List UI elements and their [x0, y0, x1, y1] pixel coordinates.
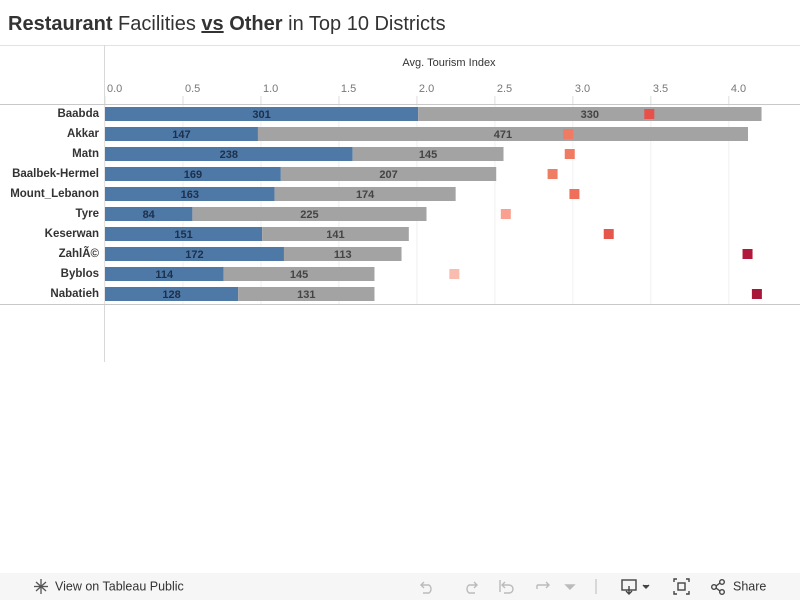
- title-part: Other: [229, 13, 283, 35]
- value-label: 151: [174, 229, 192, 241]
- tourism-index-mark: [569, 189, 580, 199]
- toolbar: [0, 573, 800, 600]
- bar-segment: [105, 107, 419, 121]
- share-icon-links: [715, 582, 721, 592]
- value-label: 113: [334, 249, 352, 261]
- category-label: Mount_Lebanon: [10, 188, 99, 200]
- share-icon-node: [719, 589, 726, 596]
- bar-segment: [105, 267, 224, 281]
- tourism-index-mark: [500, 209, 511, 219]
- value-label: 163: [181, 189, 199, 201]
- undo-icon[interactable]: [420, 581, 432, 594]
- x-tick-label: 2.5: [497, 83, 512, 95]
- bar-segment: [105, 287, 239, 301]
- bar-segment: [280, 167, 497, 181]
- download-arrow: [625, 586, 633, 595]
- marks: 301 330 147 471 238 145 169 207 163 174 84 225 151 14…: [105, 107, 762, 301]
- value-label: 301: [252, 109, 270, 121]
- value-label: 114: [155, 269, 174, 281]
- bar-segment: [105, 127, 258, 141]
- value-label: 330: [581, 109, 599, 121]
- value-label: 131: [297, 289, 315, 301]
- bar-segment: [352, 147, 504, 161]
- value-label: 147: [172, 129, 190, 141]
- tourism-index-mark: [742, 249, 753, 259]
- category-label: Akkar: [67, 128, 99, 140]
- x-axis-title: Avg. Tourism Index: [402, 57, 496, 69]
- value-label: 225: [300, 209, 318, 221]
- x-tick-label: 0.5: [185, 83, 200, 95]
- redo-icon[interactable]: [466, 581, 478, 594]
- x-tick-label: 1.5: [341, 83, 356, 95]
- category-label: Nabatieh: [50, 288, 99, 300]
- title-part: vs: [201, 13, 223, 35]
- tourism-index-mark: [547, 169, 558, 179]
- bar-segment: [257, 127, 749, 141]
- value-label: 172: [185, 249, 203, 261]
- tourism-index-mark: [603, 229, 614, 239]
- bar-segment: [105, 147, 353, 161]
- tourism-index-mark: [449, 269, 460, 279]
- value-label: 471: [494, 129, 512, 141]
- bar-segment: [105, 167, 281, 181]
- value-label: 207: [379, 169, 397, 181]
- category-label: Baalbek-Hermel: [12, 168, 99, 180]
- value-label: 84: [143, 209, 156, 221]
- toolbar-icons: [621, 578, 726, 596]
- category-label: Tyre: [76, 208, 99, 220]
- title-part: Restaurant: [8, 13, 113, 35]
- category-label: Baabda: [57, 108, 99, 120]
- x-tick-label: 1.0: [263, 83, 278, 95]
- value-label: 169: [184, 169, 202, 181]
- value-label: 238: [220, 149, 238, 161]
- tourism-index-mark: [644, 109, 655, 119]
- tourism-index-mark: [751, 289, 762, 299]
- tourism-index-mark: [564, 149, 575, 159]
- x-tick-label: 3.5: [653, 83, 668, 95]
- x-tick-label: 0.0: [107, 83, 122, 95]
- bar-segment: [105, 187, 275, 201]
- x-tick-label: 4.0: [731, 83, 746, 95]
- share-button[interactable]: Share: [733, 579, 766, 593]
- toolbar-icons: [420, 579, 597, 594]
- share-icon-node: [711, 584, 718, 591]
- bar-segment: [105, 227, 263, 241]
- bar-segment: [418, 107, 762, 121]
- category-label: ZahlÃ©: [59, 247, 100, 260]
- value-label: 174: [356, 189, 375, 201]
- refresh-icon[interactable]: [536, 581, 550, 589]
- value-label: 145: [419, 149, 437, 161]
- value-label: 128: [162, 289, 180, 301]
- tourism-index-mark: [563, 129, 574, 139]
- dropdown-icon[interactable]: [564, 584, 576, 590]
- category-label: Keserwan: [45, 228, 99, 240]
- chart-title: Restaurant Facilities vs Other in Top 10…: [8, 13, 446, 35]
- category-label: Matn: [72, 148, 99, 160]
- bar-segment: [283, 247, 402, 261]
- x-tick-label: 2.0: [419, 83, 434, 95]
- bar-segment: [105, 207, 193, 221]
- x-tick-label: 3.0: [575, 83, 590, 95]
- view-on-tableau-link[interactable]: View on Tableau Public: [55, 579, 184, 593]
- bar-segment: [223, 267, 375, 281]
- bar-segment: [192, 207, 427, 221]
- fullscreen-icon[interactable]: [673, 578, 690, 595]
- bar-segment: [262, 227, 409, 241]
- tableau-icon: [34, 579, 48, 594]
- value-label: 145: [290, 269, 308, 281]
- category-label: Byblos: [61, 268, 99, 280]
- value-label: 141: [326, 229, 344, 241]
- bar-segment: [238, 287, 375, 301]
- revert-icon[interactable]: [499, 580, 514, 594]
- title-part: in Top 10 Districts: [288, 13, 445, 35]
- bar-segment: [105, 247, 284, 261]
- bar-segment: [274, 187, 456, 201]
- share-icon[interactable]: [719, 579, 726, 586]
- fullscreen-inner: [677, 582, 686, 591]
- download-dropdown[interactable]: [642, 584, 650, 589]
- title-part: Facilities: [118, 13, 196, 35]
